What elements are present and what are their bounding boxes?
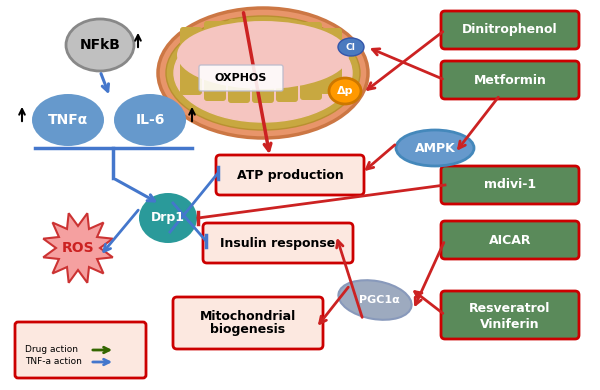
- FancyBboxPatch shape: [320, 28, 342, 94]
- Text: Insulin response: Insulin response: [220, 236, 335, 250]
- FancyBboxPatch shape: [228, 19, 250, 103]
- FancyBboxPatch shape: [203, 223, 353, 263]
- FancyBboxPatch shape: [441, 291, 579, 339]
- Text: AICAR: AICAR: [489, 234, 531, 246]
- FancyBboxPatch shape: [441, 11, 579, 49]
- Ellipse shape: [338, 280, 412, 320]
- Text: Metformin: Metformin: [473, 73, 547, 87]
- Text: TNF-a action: TNF-a action: [25, 358, 82, 367]
- Text: NFkB: NFkB: [80, 38, 121, 52]
- FancyBboxPatch shape: [199, 65, 283, 91]
- Ellipse shape: [114, 94, 186, 146]
- Ellipse shape: [329, 78, 361, 104]
- FancyBboxPatch shape: [180, 27, 202, 95]
- Text: CI: CI: [346, 43, 356, 51]
- Text: AMPK: AMPK: [415, 142, 455, 154]
- Text: TNFα: TNFα: [48, 113, 88, 127]
- FancyBboxPatch shape: [441, 166, 579, 204]
- FancyBboxPatch shape: [252, 19, 274, 103]
- Text: Drug action: Drug action: [25, 346, 78, 355]
- FancyBboxPatch shape: [216, 155, 364, 195]
- Ellipse shape: [139, 193, 197, 243]
- FancyBboxPatch shape: [276, 20, 298, 102]
- Text: Mitochondrial: Mitochondrial: [200, 310, 296, 323]
- Ellipse shape: [166, 16, 360, 130]
- Ellipse shape: [338, 38, 364, 56]
- Text: ATP production: ATP production: [236, 168, 343, 181]
- Ellipse shape: [66, 19, 134, 71]
- Text: mdivi-1: mdivi-1: [484, 179, 536, 191]
- Ellipse shape: [158, 8, 368, 138]
- FancyBboxPatch shape: [173, 297, 323, 349]
- Text: Dinitrophenol: Dinitrophenol: [462, 23, 558, 37]
- Text: PGC1α: PGC1α: [359, 295, 400, 305]
- Ellipse shape: [32, 94, 104, 146]
- Text: OXPHOS: OXPHOS: [215, 73, 267, 83]
- Text: Viniferin: Viniferin: [480, 319, 540, 332]
- Ellipse shape: [174, 24, 352, 122]
- Text: ROS: ROS: [62, 241, 94, 255]
- FancyBboxPatch shape: [300, 22, 322, 100]
- FancyBboxPatch shape: [15, 322, 146, 378]
- FancyBboxPatch shape: [441, 221, 579, 259]
- FancyBboxPatch shape: [204, 21, 226, 101]
- Ellipse shape: [177, 21, 349, 89]
- Text: IL-6: IL-6: [136, 113, 164, 127]
- Ellipse shape: [396, 130, 474, 166]
- Text: biogenesis: biogenesis: [211, 323, 286, 337]
- FancyBboxPatch shape: [441, 61, 579, 99]
- Text: Resveratrol: Resveratrol: [469, 301, 551, 314]
- Text: Δp: Δp: [337, 86, 353, 96]
- Polygon shape: [43, 213, 113, 283]
- Text: Drp1: Drp1: [151, 211, 185, 225]
